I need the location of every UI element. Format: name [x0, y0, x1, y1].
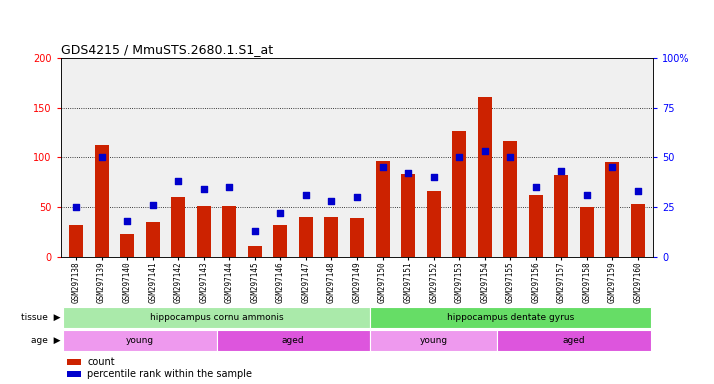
Text: tissue  ▶: tissue ▶: [21, 313, 60, 322]
Bar: [401, 174, 415, 257]
Point: [275, 210, 286, 217]
Point: [555, 168, 567, 174]
Bar: [146, 222, 160, 257]
Bar: [376, 161, 390, 257]
Bar: [64, 330, 216, 351]
Bar: [529, 195, 543, 257]
Bar: [498, 330, 650, 351]
Bar: [324, 217, 338, 257]
Bar: [197, 206, 211, 257]
Point: [351, 194, 363, 200]
Point: [223, 184, 235, 190]
Bar: [631, 204, 645, 257]
Point: [70, 204, 81, 210]
Point: [453, 154, 465, 161]
Bar: [554, 175, 568, 257]
Text: young: young: [420, 336, 448, 345]
Point: [403, 170, 414, 177]
Text: count: count: [87, 357, 115, 367]
Point: [326, 198, 337, 204]
Point: [249, 228, 261, 234]
Point: [96, 154, 107, 161]
Point: [300, 192, 311, 199]
Text: hippocampus dentate gyrus: hippocampus dentate gyrus: [447, 313, 574, 322]
Bar: [503, 141, 517, 257]
Point: [607, 164, 618, 170]
Bar: [120, 234, 134, 257]
Bar: [299, 217, 313, 257]
Point: [505, 154, 516, 161]
Bar: [66, 359, 81, 366]
Bar: [350, 218, 364, 257]
Point: [633, 188, 644, 194]
Bar: [64, 307, 370, 328]
Bar: [69, 225, 83, 257]
Text: aged: aged: [563, 336, 585, 345]
Point: [198, 186, 209, 192]
Bar: [222, 206, 236, 257]
Bar: [94, 146, 109, 257]
Bar: [580, 207, 594, 257]
Point: [428, 174, 439, 180]
Bar: [452, 131, 466, 257]
Point: [581, 192, 593, 199]
Bar: [66, 371, 81, 377]
Bar: [171, 197, 185, 257]
Text: GDS4215 / MmuSTS.2680.1.S1_at: GDS4215 / MmuSTS.2680.1.S1_at: [61, 43, 273, 56]
Bar: [248, 246, 262, 257]
Bar: [605, 162, 620, 257]
Point: [479, 148, 491, 154]
Bar: [370, 330, 498, 351]
Text: young: young: [126, 336, 154, 345]
Bar: [216, 330, 370, 351]
Bar: [273, 225, 288, 257]
Bar: [370, 307, 650, 328]
Text: percentile rank within the sample: percentile rank within the sample: [87, 369, 252, 379]
Bar: [426, 191, 441, 257]
Bar: [478, 96, 492, 257]
Point: [121, 218, 133, 224]
Text: age  ▶: age ▶: [31, 336, 60, 345]
Point: [173, 178, 184, 184]
Text: hippocampus cornu ammonis: hippocampus cornu ammonis: [150, 313, 283, 322]
Point: [377, 164, 388, 170]
Point: [530, 184, 541, 190]
Text: aged: aged: [282, 336, 304, 345]
Point: [147, 202, 159, 209]
